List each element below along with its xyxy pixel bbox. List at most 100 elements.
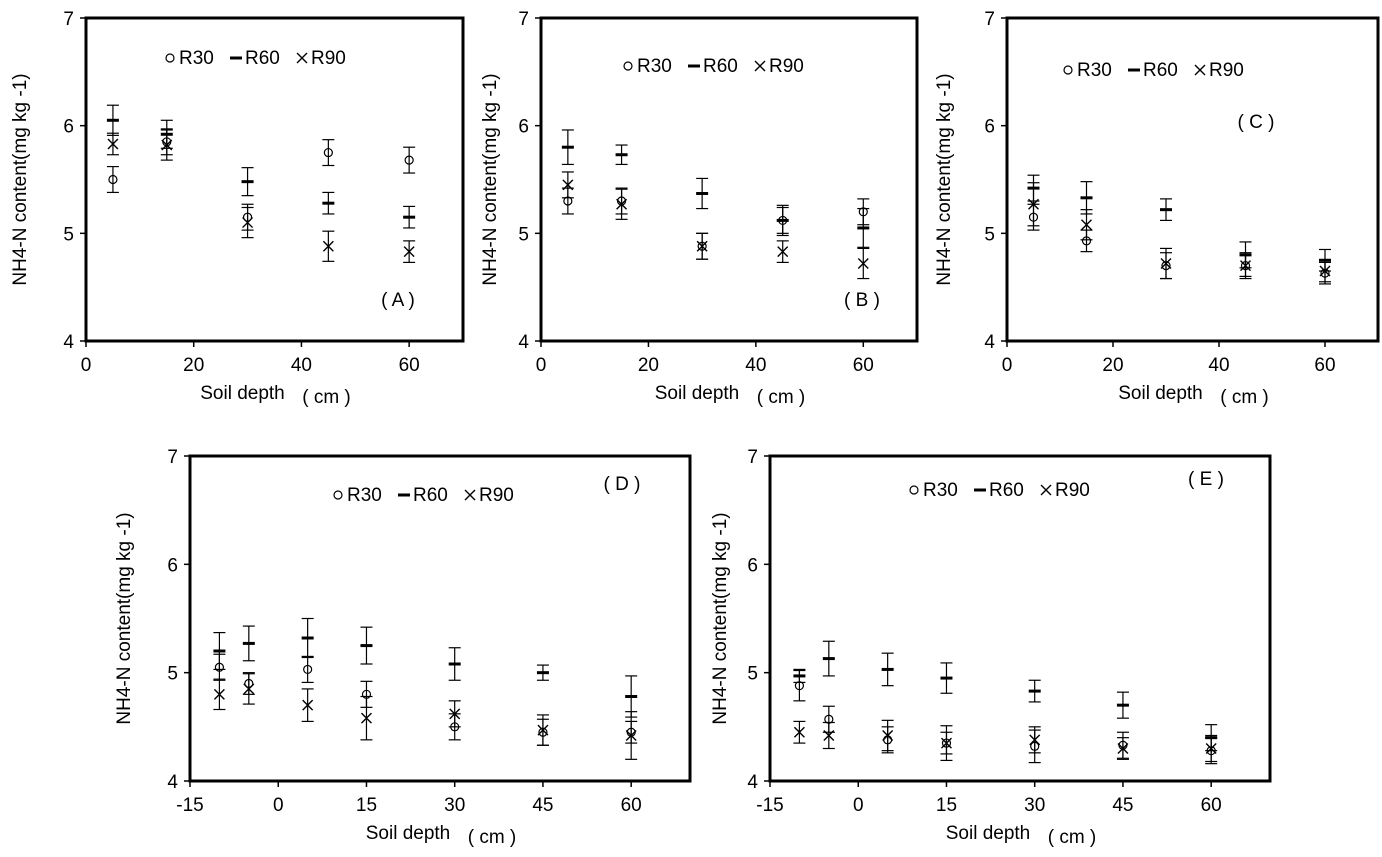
data-point (403, 240, 416, 264)
data-point (301, 688, 314, 723)
x-axis-unit: ( cm ) (757, 387, 806, 408)
series-r30 (561, 187, 870, 260)
data-point (625, 675, 638, 718)
legend-label: R30 (923, 480, 958, 501)
data-marker (857, 257, 869, 269)
data-point (1116, 737, 1129, 760)
x-tick-label: 45 (1112, 795, 1133, 816)
data-marker (1319, 265, 1331, 277)
x-tick-label: 30 (1024, 795, 1045, 816)
legend-item: R30 (1063, 60, 1112, 81)
data-point (213, 678, 226, 711)
data-point (301, 655, 314, 684)
x-axis-unit: ( cm ) (1220, 387, 1269, 408)
legend-label: R60 (1143, 60, 1178, 81)
plot-frame (188, 454, 692, 783)
y-tick-label: 5 (747, 664, 758, 685)
series-r90 (213, 673, 638, 760)
x-tick-label: 40 (291, 355, 312, 376)
x-axis-label: Soil depth (946, 823, 1031, 844)
legend-label: R30 (637, 56, 672, 77)
plot-frame (84, 16, 465, 343)
data-point (241, 206, 254, 239)
data-marker (696, 240, 708, 252)
data-marker (1029, 734, 1041, 746)
data-point (561, 129, 574, 166)
series-r60 (1027, 174, 1331, 272)
y-tick-label: 4 (518, 332, 529, 353)
x-axis-label: Soil depth (1118, 383, 1203, 404)
legend-item: R60 (1128, 60, 1178, 81)
legend-marker (754, 60, 766, 72)
data-point (241, 167, 254, 197)
chart-panel-a: 4 5 6 7 0 20 40 60 Soil depth ( cm ) NH4-N content… (10, 9, 465, 408)
y-tick-label: 7 (984, 9, 995, 30)
data-marker (1205, 743, 1217, 754)
x-tick-label: 45 (532, 795, 553, 816)
data-point (322, 191, 335, 215)
y-axis-label: NH4-N content(mg kg -1) (710, 512, 731, 724)
legend-label: R60 (989, 480, 1024, 501)
legend-marker (165, 53, 175, 63)
series-r60 (793, 640, 1218, 752)
legend-item: R30 (165, 48, 214, 69)
data-marker (161, 139, 173, 151)
data-marker (940, 737, 952, 749)
series-r90 (1027, 182, 1331, 283)
legend-item: R90 (296, 48, 346, 69)
data-marker (108, 174, 118, 185)
legend-item: R60 (974, 480, 1024, 501)
x-tick-label: 15 (356, 795, 377, 816)
x-axis-label: Soil depth (655, 383, 740, 404)
x-axis-unit: ( cm ) (302, 387, 351, 408)
data-point (160, 129, 173, 161)
panel-label: ( E ) (1188, 469, 1224, 490)
data-marker (882, 730, 894, 741)
data-marker (449, 708, 461, 720)
data-point (822, 721, 835, 750)
y-tick-label: 5 (167, 664, 178, 685)
y-tick-label: 7 (63, 9, 74, 30)
legend-marker (1040, 484, 1052, 496)
data-point (1160, 247, 1172, 280)
data-point (793, 720, 806, 744)
legend-item: R90 (1194, 60, 1244, 81)
y-tick-label: 7 (167, 447, 178, 468)
data-marker (322, 240, 334, 252)
legend-item: R90 (1040, 480, 1090, 501)
data-point (615, 188, 628, 220)
x-axis-label: Soil depth (200, 383, 285, 404)
data-point (242, 625, 255, 662)
legend-item: R60 (688, 56, 738, 77)
data-point (403, 146, 416, 174)
legend-item: R90 (464, 485, 514, 506)
series-r30 (793, 669, 1218, 765)
x-tick-label: 0 (81, 355, 92, 376)
legend-label: R60 (413, 485, 448, 506)
data-point (536, 714, 549, 746)
legend-label: R30 (179, 48, 214, 69)
data-point (696, 177, 709, 210)
y-tick-label: 5 (518, 224, 529, 245)
y-tick-label: 6 (167, 555, 178, 576)
legend-label: R90 (1055, 480, 1090, 501)
data-marker (537, 724, 549, 736)
legend-item: R90 (754, 56, 804, 77)
data-point (1239, 252, 1252, 280)
x-tick-label: 30 (444, 795, 465, 816)
y-tick-label: 6 (518, 117, 529, 138)
y-axis-label: NH4-N content(mg kg -1) (480, 73, 501, 285)
series-r90 (106, 129, 416, 264)
x-tick-label: 15 (936, 795, 957, 816)
y-tick-label: 6 (63, 117, 74, 138)
x-tick-label: 0 (853, 795, 864, 816)
data-point (881, 719, 894, 752)
x-axis-label: Soil depth (366, 823, 451, 844)
y-tick-label: 5 (63, 224, 74, 245)
data-point (1028, 679, 1041, 703)
legend-marker (333, 490, 343, 500)
legend-label: R90 (479, 485, 514, 506)
data-point (776, 240, 789, 264)
panel-label: ( C ) (1238, 112, 1275, 133)
chart-panel-c: 4 5 6 7 0 20 40 60 Soil depth ( cm ) NH4-N content… (934, 9, 1380, 408)
